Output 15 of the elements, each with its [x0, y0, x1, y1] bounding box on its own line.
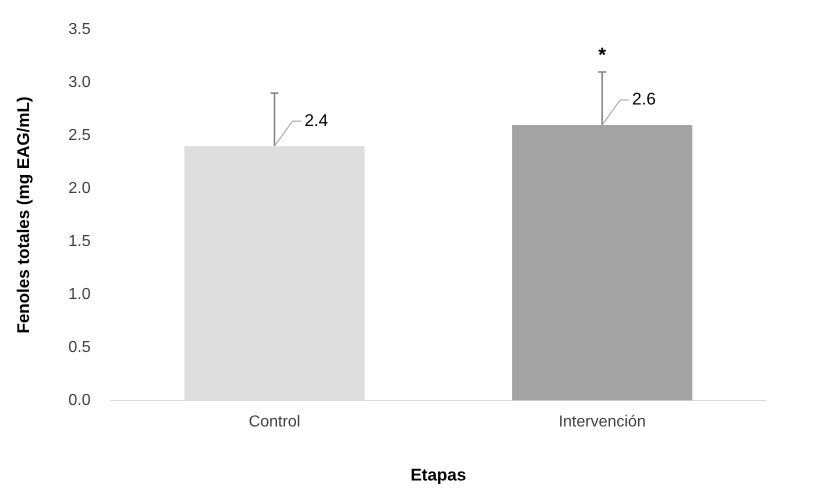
y-axis-title: Fenoles totales (mg EAG/mL): [14, 96, 33, 334]
x-tick-label: Control: [248, 413, 300, 430]
y-tick-label: 3.0: [68, 74, 91, 91]
y-tick-label: 1.5: [68, 232, 91, 250]
data-label: 2.6: [632, 90, 656, 109]
x-tick-label: Intervención: [558, 413, 646, 430]
y-tick-label: 0.5: [68, 338, 91, 356]
y-tick-label: 0.0: [68, 392, 91, 409]
annotation: *: [598, 44, 606, 66]
x-axis-title: Etapas: [410, 465, 466, 484]
y-tick-label: 2.0: [68, 180, 91, 197]
y-tick-label: 3.5: [68, 21, 91, 38]
y-tick-label: 2.5: [68, 126, 91, 144]
data-label: 2.4: [304, 110, 328, 130]
y-tick-label: 1.0: [68, 286, 91, 303]
